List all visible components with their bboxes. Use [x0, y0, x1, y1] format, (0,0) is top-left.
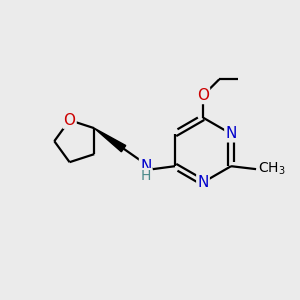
Text: N: N	[197, 175, 209, 190]
Text: H: H	[141, 169, 152, 183]
Text: O: O	[197, 88, 209, 103]
Text: N: N	[140, 159, 152, 174]
Text: CH$_3$: CH$_3$	[258, 161, 286, 177]
Polygon shape	[94, 128, 126, 152]
Text: N: N	[225, 126, 237, 141]
Text: O: O	[64, 113, 76, 128]
